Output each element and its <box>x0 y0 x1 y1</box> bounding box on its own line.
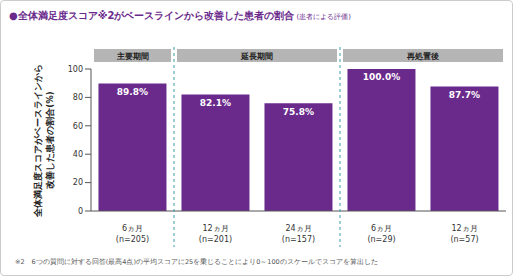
svg-text:6ヵ月: 6ヵ月 <box>371 224 392 233</box>
svg-text:(n=57): (n=57) <box>450 235 478 244</box>
svg-text:(n=205): (n=205) <box>116 235 149 244</box>
svg-text:(n=201): (n=201) <box>199 235 232 244</box>
svg-text:再処置後: 再処置後 <box>406 52 440 61</box>
svg-text:12ヵ月: 12ヵ月 <box>451 224 477 233</box>
svg-text:80: 80 <box>73 93 83 102</box>
svg-text:全体満足度スコアがベースラインから: 全体満足度スコアがベースラインから <box>33 64 43 218</box>
svg-text:延長期間: 延長期間 <box>240 52 273 61</box>
svg-text:12ヵ月: 12ヵ月 <box>202 224 228 233</box>
svg-text:改善した患者の割合(%): 改善した患者の割合(%) <box>45 91 55 188</box>
svg-text:主要期間: 主要期間 <box>116 51 149 61</box>
svg-text:40: 40 <box>73 150 83 159</box>
svg-text:(n=157): (n=157) <box>282 235 315 244</box>
svg-text:82.1%: 82.1% <box>200 98 231 108</box>
svg-text:89.8%: 89.8% <box>117 87 148 97</box>
svg-text:60: 60 <box>73 122 83 131</box>
svg-text:6ヵ月: 6ヵ月 <box>122 224 143 233</box>
svg-text:※2 6つの質問に対する回答(最高4点)の平均スコアに25を: ※2 6つの質問に対する回答(最高4点)の平均スコアに25を乗じることにより0～… <box>15 258 378 266</box>
svg-text:75.8%: 75.8% <box>283 107 314 117</box>
svg-text:24ヵ月: 24ヵ月 <box>285 224 311 233</box>
svg-text:87.7%: 87.7% <box>449 90 480 100</box>
svg-text:(n=29): (n=29) <box>367 235 395 244</box>
svg-text:20: 20 <box>73 178 83 187</box>
svg-text:100.0%: 100.0% <box>363 72 401 82</box>
svg-text:100: 100 <box>68 65 83 74</box>
html-text:●全体満足度スコア※2がベースラインから改善した患者の割合(: ●全体満足度スコア※2がベースラインから改善した患者の割合(患者による評価) <box>9 10 351 21</box>
svg-text:0: 0 <box>78 207 83 216</box>
